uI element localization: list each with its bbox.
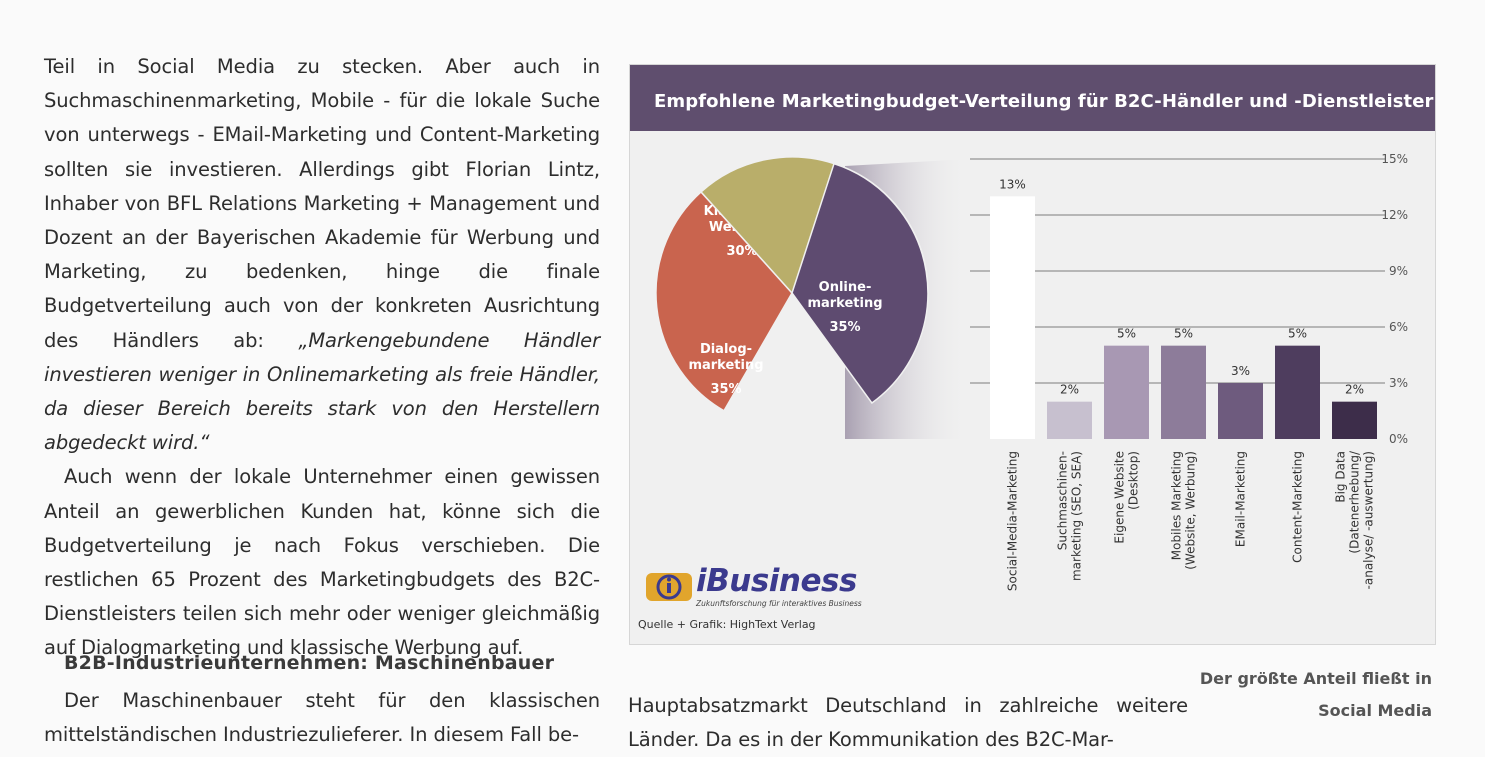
- pie-slice-label: marketing: [688, 358, 763, 373]
- bar: [1218, 383, 1263, 439]
- quote-text: „Markengebundene Händler investieren wen…: [44, 328, 600, 455]
- pie-slice-label: Dialog-: [700, 342, 752, 357]
- x-category-label: (Desktop): [1127, 451, 1141, 510]
- article-paragraph-1: Teil in Social Media zu stecken. Aber au…: [44, 50, 600, 460]
- y-tick-label: 12%: [1381, 208, 1408, 222]
- bar-value-label: 5%: [1174, 327, 1193, 341]
- pie-slice-label: Online-: [819, 280, 872, 295]
- article-paragraph-3: Der Maschinenbauer steht für den klassis…: [44, 689, 600, 747]
- bar-value-label: 2%: [1345, 383, 1364, 397]
- logo-wordmark: iBusiness: [696, 563, 857, 599]
- bar: [1161, 345, 1206, 439]
- ibusiness-logo-icon: [646, 573, 692, 601]
- y-tick-label: 0%: [1389, 432, 1408, 446]
- bar-value-label: 2%: [1060, 383, 1079, 397]
- bar: [1275, 345, 1320, 439]
- pie-slice: [791, 162, 929, 405]
- y-tick-label: 6%: [1389, 320, 1408, 334]
- figure-header: Empfohlene Marketingbudget-Verteilung fü…: [630, 65, 1435, 131]
- bar: [1047, 401, 1092, 439]
- x-category-label: Eigene Website: [1113, 451, 1127, 544]
- pie-chart: KlassischeWerbung30%Dialog-marketing35%O…: [655, 156, 929, 412]
- figure-source: Quelle + Grafik: HighText Verlag: [638, 618, 816, 631]
- paragraph-text: Teil in Social Media zu stecken. Aber au…: [44, 55, 600, 352]
- x-category-label: (Datenerhebung/: [1348, 450, 1362, 554]
- y-tick-label: 15%: [1381, 152, 1408, 166]
- pie-slice-value: 30%: [726, 244, 757, 259]
- pie-slice-label: marketing: [807, 296, 882, 311]
- pie-slice-value: 35%: [829, 320, 860, 335]
- x-category-label: marketing (SEO, SEA): [1070, 451, 1084, 581]
- x-category-label: Content-Marketing: [1291, 451, 1305, 563]
- logo-tagline: Zukunftsforschung für interaktives Busin…: [696, 599, 862, 608]
- x-category-label: Big Data: [1334, 451, 1348, 503]
- x-category-label: Suchmaschinen-: [1056, 451, 1070, 550]
- section-subheading: B2B-Industrieunternehmen: Maschinenbauer: [64, 652, 555, 674]
- article-paragraph-4: Hauptabsatzmarkt Deutschland in zahlreic…: [628, 694, 1188, 752]
- x-category-label: -analyse/ -auswertung): [1362, 451, 1376, 589]
- bar-value-label: 5%: [1117, 327, 1136, 341]
- x-category-label: (Website, Werbung): [1184, 451, 1198, 570]
- bar-chart: 0% 3% 6% 9% 12% 15% 13% Social-Media-Marketing 2…: [970, 152, 1408, 591]
- article-column-left: Teil in Social Media zu stecken. Aber au…: [44, 50, 600, 666]
- bar-value-label: 3%: [1231, 364, 1250, 378]
- chart-canvas: KlassischeWerbung30%Dialog-marketing35%O…: [655, 152, 1408, 591]
- figure-caption: Der größte Anteil fließt in Social Media: [1199, 669, 1432, 720]
- x-category-label: Social-Media-Marketing: [1006, 451, 1020, 591]
- bar-value-label: 5%: [1288, 327, 1307, 341]
- bar: [1332, 401, 1377, 439]
- bar: [990, 196, 1035, 439]
- x-category-label: EMail-Marketing: [1234, 451, 1248, 547]
- figure-title: Empfohlene Marketingbudget-Verteilung fü…: [654, 91, 1434, 112]
- y-tick-label: 9%: [1389, 264, 1408, 278]
- pie-slice: [655, 190, 793, 412]
- y-tick-label: 3%: [1389, 376, 1408, 390]
- article-paragraph-2: Auch wenn der lokale Unternehmer einen g…: [44, 465, 600, 660]
- infographic-figure: Empfohlene Marketingbudget-Verteilung fü…: [629, 64, 1436, 645]
- bar: [1104, 345, 1149, 439]
- x-category-label: Mobiles Marketing: [1170, 451, 1184, 560]
- ibusiness-logo: iBusiness Zukunftsforschung für interakt…: [646, 563, 862, 608]
- bar-value-label: 13%: [999, 177, 1026, 191]
- pie-slice-value: 35%: [710, 382, 741, 397]
